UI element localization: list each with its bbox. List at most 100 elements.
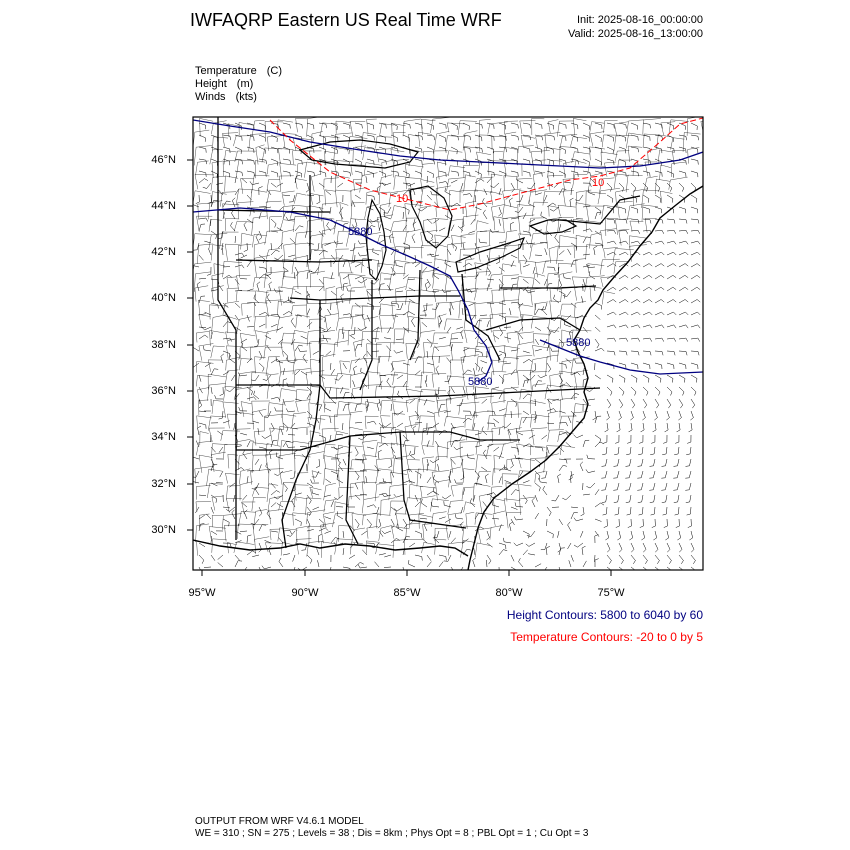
county-line bbox=[395, 513, 399, 529]
wind-barb bbox=[587, 266, 596, 268]
lat-label: 46°N bbox=[151, 154, 176, 166]
county-line bbox=[545, 356, 548, 376]
county-line bbox=[348, 427, 351, 446]
wind-barb bbox=[234, 235, 236, 244]
wind-barb bbox=[270, 502, 277, 508]
wind-barb-flag bbox=[517, 172, 519, 177]
county-line bbox=[255, 290, 269, 293]
wind-barb-flag bbox=[645, 187, 649, 192]
wind-barb-flag bbox=[685, 351, 688, 356]
wind-barb bbox=[510, 260, 515, 268]
wind-barb-flag bbox=[697, 324, 701, 329]
county-line bbox=[534, 473, 536, 483]
county-line bbox=[338, 316, 354, 319]
wind-barb-flag bbox=[645, 560, 648, 565]
wind-barb-flag bbox=[249, 181, 253, 185]
county-line bbox=[530, 457, 546, 459]
wind-barb-flag bbox=[550, 331, 555, 333]
wind-barb bbox=[630, 311, 638, 316]
wind-barb bbox=[642, 506, 644, 515]
county-line bbox=[504, 204, 518, 209]
boundaries bbox=[193, 117, 703, 570]
county-line bbox=[562, 178, 577, 180]
wind-barb bbox=[642, 263, 650, 268]
wind-barb-flag bbox=[285, 408, 289, 413]
county-line bbox=[602, 258, 620, 260]
county-line bbox=[351, 513, 354, 530]
county-line bbox=[380, 426, 393, 428]
county-line bbox=[198, 314, 211, 317]
county-line bbox=[534, 303, 537, 316]
county-line bbox=[353, 246, 365, 249]
wind-barb bbox=[654, 506, 656, 515]
wind-barb bbox=[666, 251, 674, 256]
county-line bbox=[436, 174, 449, 178]
wind-barb bbox=[630, 182, 637, 189]
county-line bbox=[560, 135, 563, 148]
county-line bbox=[197, 387, 210, 390]
wind-barb-flag bbox=[625, 351, 628, 356]
wind-barb bbox=[460, 332, 464, 340]
county-line bbox=[362, 305, 381, 307]
wind-barb-flag bbox=[371, 270, 374, 275]
wind-barb-flag bbox=[310, 391, 313, 396]
wind-barb-flag bbox=[661, 465, 666, 467]
wind-barb bbox=[234, 554, 240, 561]
wind-barb bbox=[210, 554, 216, 561]
wind-barb-flag bbox=[385, 124, 387, 129]
wind-barb-flag bbox=[563, 273, 565, 278]
county-line bbox=[381, 497, 396, 501]
county-line bbox=[505, 482, 518, 486]
wind-barb bbox=[300, 335, 308, 340]
county-line bbox=[393, 160, 395, 178]
wind-barb bbox=[445, 494, 452, 500]
wind-barb bbox=[546, 202, 553, 208]
field-list: Temperature (C) Height (m) Winds (kts) bbox=[195, 65, 282, 104]
county-line bbox=[571, 151, 575, 164]
county-line bbox=[557, 121, 560, 137]
county-line bbox=[319, 343, 322, 360]
wind-barb-flag bbox=[360, 562, 364, 565]
wind-barb bbox=[198, 422, 206, 426]
wind-barb-flag bbox=[514, 454, 517, 459]
county-line bbox=[471, 412, 476, 431]
county-line bbox=[278, 119, 293, 123]
wind-barb bbox=[678, 506, 680, 515]
county-line bbox=[308, 235, 312, 246]
county-line bbox=[472, 483, 475, 501]
wind-barb bbox=[352, 224, 356, 232]
county-line bbox=[238, 258, 253, 262]
wind-barb bbox=[386, 345, 392, 352]
county-line bbox=[283, 482, 295, 484]
wind-barb bbox=[666, 422, 669, 430]
county-line bbox=[604, 161, 617, 164]
county-line bbox=[420, 495, 436, 499]
county-line bbox=[279, 219, 284, 231]
county-line bbox=[250, 133, 270, 135]
wind-barb bbox=[618, 122, 626, 125]
wind-barb-flag bbox=[469, 193, 473, 198]
county-line bbox=[465, 501, 476, 505]
wind-barb-flag bbox=[541, 477, 546, 479]
wind-barb-flag bbox=[610, 391, 613, 396]
wind-barb-flag bbox=[455, 247, 457, 252]
wind-barb-flag bbox=[684, 299, 689, 303]
temperature-contours bbox=[269, 117, 703, 211]
wind-barb bbox=[486, 554, 492, 561]
wind-barb bbox=[665, 458, 668, 466]
wind-barb bbox=[246, 288, 254, 292]
wind-barb bbox=[481, 398, 488, 404]
wind-barb-flag bbox=[488, 272, 492, 277]
wind-barb bbox=[423, 524, 428, 532]
wind-barb bbox=[372, 251, 380, 256]
wind-barb bbox=[468, 457, 476, 460]
wind-barb bbox=[348, 554, 356, 559]
wind-barb bbox=[515, 506, 524, 508]
wind-barb bbox=[342, 283, 345, 292]
county-line bbox=[416, 468, 419, 487]
county-line bbox=[491, 403, 493, 416]
county-line bbox=[222, 132, 238, 134]
wind-barb-flag bbox=[554, 273, 559, 276]
wind-barb-flag bbox=[505, 136, 507, 141]
wind-barb bbox=[594, 410, 597, 418]
